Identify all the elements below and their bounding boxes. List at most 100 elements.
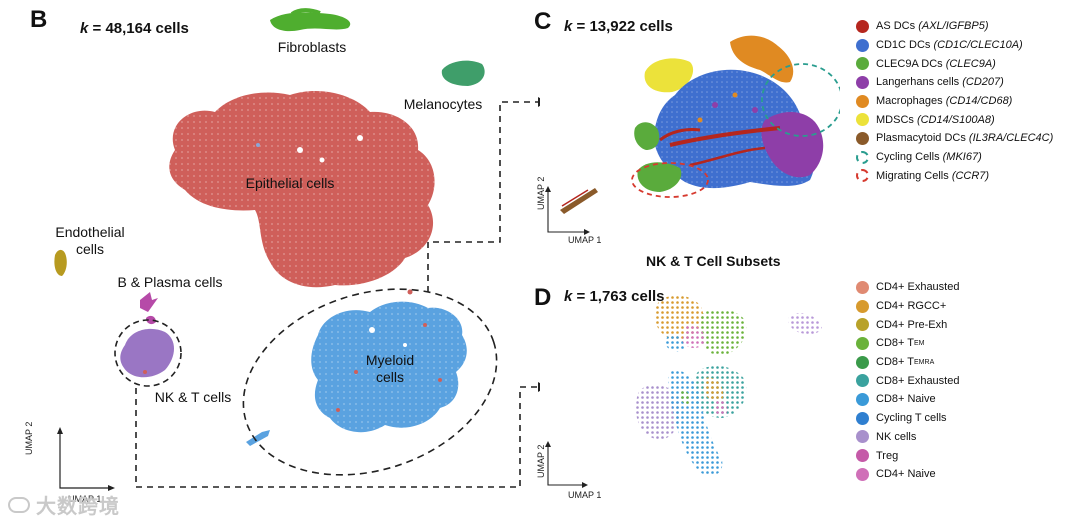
myeloid-outline xyxy=(242,288,498,476)
legend-swatch xyxy=(856,94,869,108)
legend-name: CD8+ T xyxy=(876,356,915,369)
legend-swatch xyxy=(856,131,869,145)
panel-c-axis-y: UMAP 2 xyxy=(536,176,546,210)
legend-item: MDSCs (CD14/S100A8) xyxy=(856,110,1053,129)
legend-item: CLEC9A DCs (CLEC9A) xyxy=(856,54,1053,73)
panel-d-cell-count: k = 1,763 cells xyxy=(564,288,665,305)
panel-c-axis-x: UMAP 1 xyxy=(568,235,602,245)
panel-d-legend: CD4+ Exhausted CD4+ RGCC+ CD4+ Pre-Exh C… xyxy=(856,278,959,484)
watermark-logo-icon xyxy=(8,496,30,513)
label-b-plasma: B & Plasma cells xyxy=(117,274,223,290)
panel-d-axis-x: UMAP 1 xyxy=(568,490,602,500)
legend-name: Migrating Cells xyxy=(876,169,949,182)
legend-swatch xyxy=(856,75,869,89)
legend-item: CD8+ Exhausted xyxy=(856,371,959,390)
b-plasma-cluster xyxy=(140,292,158,325)
legend-item: Cycling Cells (MKI67) xyxy=(856,148,1053,167)
panel-d-title: NK & T Cell Subsets xyxy=(646,253,781,269)
legend-item: CD4+ Exhausted xyxy=(856,278,959,297)
legend-swatch xyxy=(856,280,869,294)
legend-swatch xyxy=(856,449,869,463)
legend-name: AS DCs xyxy=(876,20,916,33)
legend-name: Plasmacytoid DCs xyxy=(876,132,966,145)
legend-name: Langerhans cells xyxy=(876,76,960,89)
legend-swatch xyxy=(856,169,869,183)
panel-b-umap xyxy=(54,8,540,491)
legend-genes: (CD1C/CLEC10A) xyxy=(933,39,1023,52)
legend-item: AS DCs (AXL/IGFBP5) xyxy=(856,17,1053,36)
legend-item: CD4+ Pre-Exh xyxy=(856,315,959,334)
legend-name: Treg xyxy=(876,449,899,462)
legend-item: CD8+ T EM xyxy=(856,334,959,353)
legend-name: Cycling T cells xyxy=(876,412,947,425)
watermark-text: 大数跨境 xyxy=(36,494,120,518)
legend-name: CD8+ T xyxy=(876,337,915,350)
watermark: 大数跨境 xyxy=(8,490,120,519)
legend-genes: (CD14/CD68) xyxy=(945,95,1013,108)
legend-item: Migrating Cells (CCR7) xyxy=(856,167,1053,186)
legend-name: CD4+ Naive xyxy=(876,468,936,481)
label-myeloid-line1: Myeloid xyxy=(365,352,415,368)
panel-b-cell-count: k = 48,164 cells xyxy=(80,20,189,37)
legend-name: CD1C DCs xyxy=(876,39,931,52)
legend-item: NK cells xyxy=(856,428,959,447)
legend-name: CD4+ RGCC+ xyxy=(876,300,947,313)
legend-item: Langerhans cells (CD207) xyxy=(856,73,1053,92)
panel-b-axis-glyph xyxy=(57,427,115,491)
fibroblasts-cluster xyxy=(270,8,351,32)
k-symbol: k xyxy=(564,288,573,305)
label-endothelial: Endothelial cells xyxy=(40,224,140,258)
legend-genes: (AXL/IGFBP5) xyxy=(918,20,989,33)
legend-swatch xyxy=(856,467,869,481)
legend-swatch xyxy=(856,392,869,406)
k-value: = 1,763 cells xyxy=(576,288,665,305)
legend-name: Cycling Cells xyxy=(876,151,940,164)
panel-b-axis-x: UMAP 1 xyxy=(68,494,102,504)
connector-to-panel-c xyxy=(427,101,538,292)
label-myeloid: Myeloid cells xyxy=(350,352,430,386)
legend-item: Macrophages (CD14/CD68) xyxy=(856,92,1053,111)
legend-name: MDSCs xyxy=(876,113,914,126)
legend-item: CD8+ Naive xyxy=(856,390,959,409)
k-value: = 48,164 cells xyxy=(92,20,189,37)
legend-subscript: EM xyxy=(914,339,925,347)
label-nk-t: NK & T cells xyxy=(154,389,232,405)
legend-swatch xyxy=(856,355,869,369)
nk-t-outline xyxy=(114,319,182,387)
arrowhead-to-panel-c xyxy=(538,97,540,107)
label-epithelial: Epithelial cells xyxy=(245,175,335,191)
legend-swatch xyxy=(856,411,869,425)
label-melanocytes: Melanocytes xyxy=(403,96,483,112)
epithelial-cluster xyxy=(169,91,435,288)
legend-swatch xyxy=(856,150,869,164)
legend-genes: (IL3RA/CLEC4C) xyxy=(968,132,1054,145)
panel-d-axis-y: UMAP 2 xyxy=(536,444,546,478)
legend-name: CLEC9A DCs xyxy=(876,57,943,70)
connector-to-panel-d xyxy=(135,386,538,488)
legend-item: CD4+ RGCC+ xyxy=(856,297,959,316)
label-endothelial-line2: cells xyxy=(75,241,104,257)
legend-name: CD4+ Pre-Exh xyxy=(876,318,948,331)
legend-item: Plasmacytoid DCs (IL3RA/CLEC4C) xyxy=(856,129,1053,148)
panel-d-letter: D xyxy=(534,284,552,311)
legend-item: CD8+ T EMRA xyxy=(856,353,959,372)
cycling-cells-outline xyxy=(761,63,840,137)
panel-c-legend: AS DCs (AXL/IGFBP5) CD1C DCs (CD1C/CLEC1… xyxy=(856,17,1053,185)
endothelial-cluster xyxy=(54,249,67,276)
legend-swatch xyxy=(856,57,869,71)
k-value: = 13,922 cells xyxy=(576,18,673,35)
legend-item: CD4+ Naive xyxy=(856,465,959,484)
k-symbol: k xyxy=(564,18,573,35)
migrating-cells-outline xyxy=(631,162,709,198)
legend-genes: (MKI67) xyxy=(942,151,982,164)
arrowhead-to-panel-d xyxy=(538,382,540,392)
panel-b-letter: B xyxy=(30,6,48,33)
legend-swatch xyxy=(856,374,869,388)
k-symbol: k xyxy=(80,20,89,37)
legend-subscript: EMRA xyxy=(914,358,935,366)
legend-item: CD1C DCs (CD1C/CLEC10A) xyxy=(856,36,1053,55)
legend-name: CD8+ Naive xyxy=(876,393,936,406)
legend-swatch xyxy=(856,38,869,52)
legend-swatch xyxy=(856,318,869,332)
panel-d-umap xyxy=(545,295,822,488)
